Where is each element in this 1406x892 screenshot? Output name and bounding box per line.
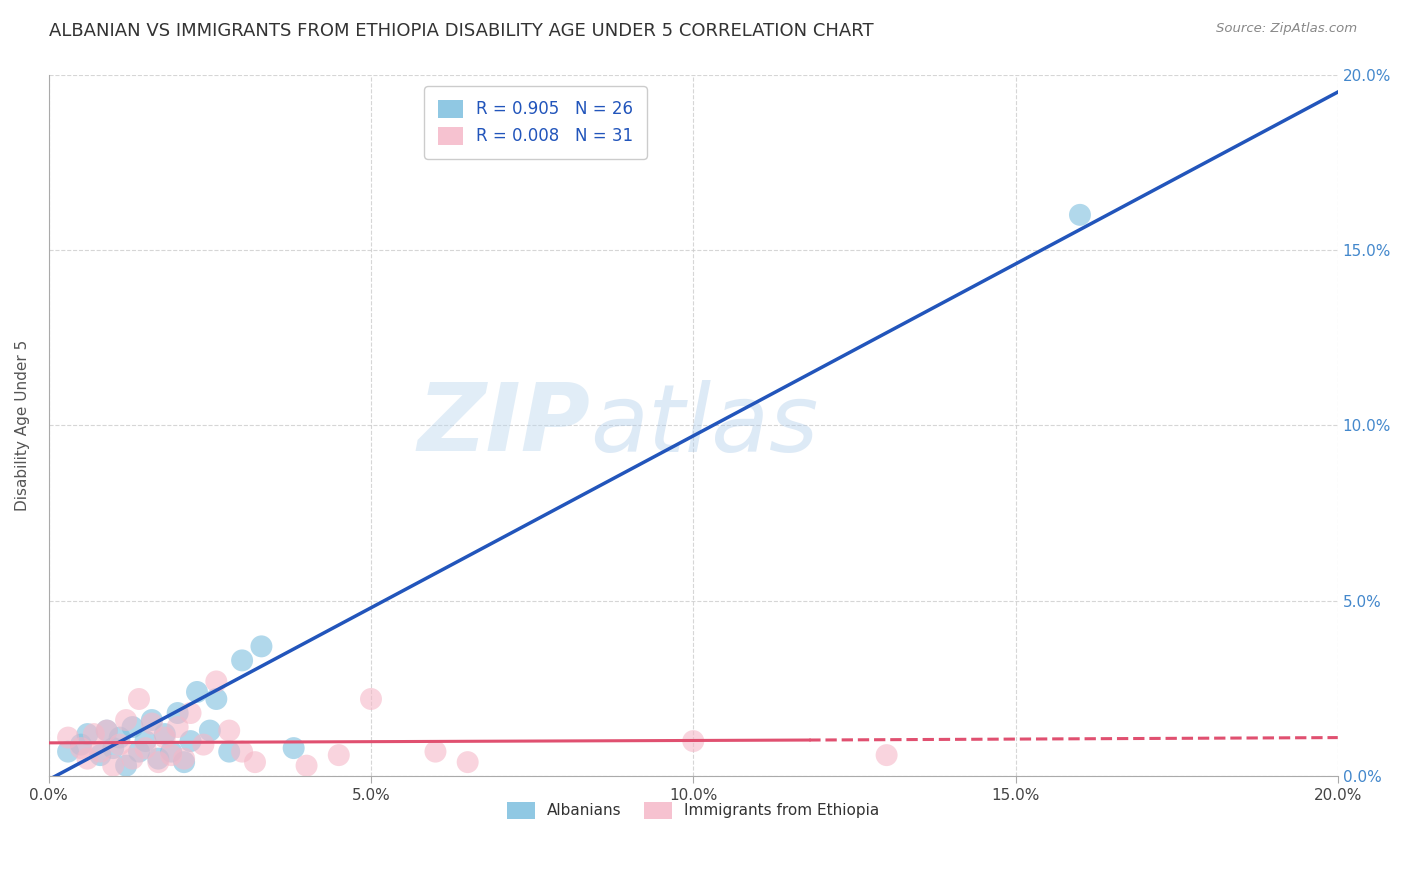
Point [205,674,228,689]
Point [243,755,266,769]
Point [218,723,240,738]
Point [128,692,150,706]
Legend: Albanians, Immigrants from Ethiopia: Albanians, Immigrants from Ethiopia [501,796,886,825]
Point [328,748,350,763]
Point [876,748,898,763]
Point [186,685,208,699]
Point [108,731,131,745]
Point [121,720,143,734]
Point [115,758,138,772]
Point [295,758,318,772]
Point [89,748,111,763]
Point [193,738,215,752]
Point [83,727,105,741]
Point [141,713,163,727]
Point [153,731,176,745]
Text: ZIP: ZIP [418,379,591,471]
Point [148,751,170,765]
Point [76,727,98,741]
Y-axis label: Disability Age Under 5: Disability Age Under 5 [15,340,30,511]
Point [457,755,479,769]
Point [115,713,138,727]
Point [173,755,195,769]
Point [231,653,253,667]
Point [56,745,79,759]
Point [250,640,273,654]
Point [180,734,202,748]
Point [360,692,382,706]
Point [103,741,125,756]
Point [231,745,253,759]
Point [205,692,228,706]
Point [148,755,170,769]
Point [89,745,111,759]
Point [160,745,183,759]
Point [682,734,704,748]
Point [108,738,131,752]
Point [103,758,125,772]
Point [166,720,188,734]
Point [134,734,156,748]
Point [70,741,93,756]
Point [425,745,447,759]
Point [160,748,183,763]
Point [134,741,156,756]
Point [198,723,221,738]
Point [56,731,79,745]
Text: Source: ZipAtlas.com: Source: ZipAtlas.com [1216,22,1357,36]
Point [1069,208,1091,222]
Point [166,706,188,720]
Point [96,723,118,738]
Point [76,751,98,765]
Text: ALBANIAN VS IMMIGRANTS FROM ETHIOPIA DISABILITY AGE UNDER 5 CORRELATION CHART: ALBANIAN VS IMMIGRANTS FROM ETHIOPIA DIS… [49,22,875,40]
Text: atlas: atlas [591,380,818,471]
Point [180,706,202,720]
Point [283,741,305,756]
Point [153,727,176,741]
Point [96,723,118,738]
Point [70,738,93,752]
Point [218,745,240,759]
Point [121,751,143,765]
Point [128,745,150,759]
Point [141,716,163,731]
Point [173,751,195,765]
